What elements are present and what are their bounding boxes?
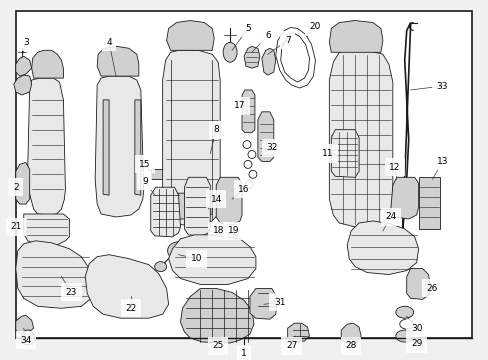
Ellipse shape [38, 54, 58, 74]
Text: 2: 2 [13, 183, 19, 192]
Text: 23: 23 [65, 288, 77, 297]
Bar [103, 179, 141, 187]
Ellipse shape [154, 262, 166, 271]
Text: 34: 34 [20, 336, 31, 345]
Text: 24: 24 [385, 212, 396, 221]
Bar [103, 140, 141, 148]
Text: 6: 6 [264, 31, 270, 40]
Polygon shape [16, 56, 32, 76]
Polygon shape [242, 90, 254, 132]
Text: 28: 28 [345, 342, 356, 351]
Polygon shape [341, 323, 360, 343]
Text: 10: 10 [190, 254, 202, 263]
Text: 11: 11 [321, 149, 332, 158]
Polygon shape [216, 177, 242, 225]
Polygon shape [257, 112, 273, 161]
Ellipse shape [395, 330, 413, 342]
Polygon shape [28, 78, 65, 215]
Ellipse shape [395, 306, 413, 318]
Polygon shape [328, 50, 392, 227]
Text: 1: 1 [241, 350, 246, 359]
Polygon shape [249, 288, 277, 319]
Text: 16: 16 [238, 185, 249, 194]
Bar [103, 159, 141, 167]
Polygon shape [262, 48, 275, 75]
Ellipse shape [115, 200, 127, 214]
Text: 12: 12 [388, 163, 400, 172]
Ellipse shape [106, 52, 132, 72]
Polygon shape [21, 330, 36, 345]
Text: 30: 30 [410, 324, 422, 333]
Bar [103, 120, 141, 128]
Text: 22: 22 [125, 304, 136, 313]
Text: 13: 13 [436, 157, 447, 166]
Text: 32: 32 [265, 143, 277, 152]
Polygon shape [184, 177, 210, 236]
Polygon shape [14, 75, 32, 95]
Polygon shape [287, 323, 309, 342]
Text: 25: 25 [212, 342, 224, 351]
Ellipse shape [340, 26, 371, 47]
Text: 15: 15 [139, 160, 150, 169]
Polygon shape [24, 214, 69, 245]
Text: 17: 17 [234, 102, 245, 111]
Polygon shape [346, 221, 418, 275]
Text: 29: 29 [410, 339, 422, 348]
Ellipse shape [174, 24, 206, 46]
Polygon shape [166, 21, 214, 50]
Polygon shape [390, 177, 418, 219]
Polygon shape [16, 241, 93, 308]
Text: 33: 33 [436, 81, 447, 90]
Bar [418, 177, 440, 229]
Polygon shape [95, 76, 143, 217]
Text: 14: 14 [210, 195, 222, 204]
Polygon shape [163, 50, 220, 225]
Text: 7: 7 [284, 36, 290, 45]
Text: 31: 31 [273, 298, 285, 307]
Polygon shape [180, 288, 253, 343]
Polygon shape [16, 315, 34, 334]
Text: 27: 27 [285, 342, 297, 351]
Ellipse shape [167, 242, 189, 260]
Polygon shape [168, 193, 212, 219]
Polygon shape [135, 100, 141, 195]
Text: 9: 9 [142, 177, 147, 186]
Bar [150, 169, 205, 179]
Text: 20: 20 [309, 22, 321, 31]
Polygon shape [328, 21, 382, 52]
Polygon shape [150, 187, 180, 237]
Polygon shape [16, 162, 30, 204]
Polygon shape [244, 46, 259, 68]
Ellipse shape [226, 233, 237, 241]
Polygon shape [331, 130, 358, 177]
Polygon shape [97, 46, 139, 76]
Text: 3: 3 [23, 38, 28, 47]
Polygon shape [32, 50, 63, 78]
Text: 4: 4 [106, 38, 112, 47]
Ellipse shape [223, 42, 237, 62]
Polygon shape [103, 100, 109, 195]
Text: 18: 18 [212, 226, 224, 235]
Text: 5: 5 [244, 24, 250, 33]
Polygon shape [85, 255, 168, 318]
Text: 21: 21 [10, 222, 21, 231]
Polygon shape [168, 235, 255, 284]
Ellipse shape [215, 233, 224, 241]
Text: 8: 8 [213, 125, 219, 134]
Text: 19: 19 [228, 226, 239, 235]
Text: 26: 26 [426, 284, 437, 293]
Polygon shape [406, 269, 429, 300]
